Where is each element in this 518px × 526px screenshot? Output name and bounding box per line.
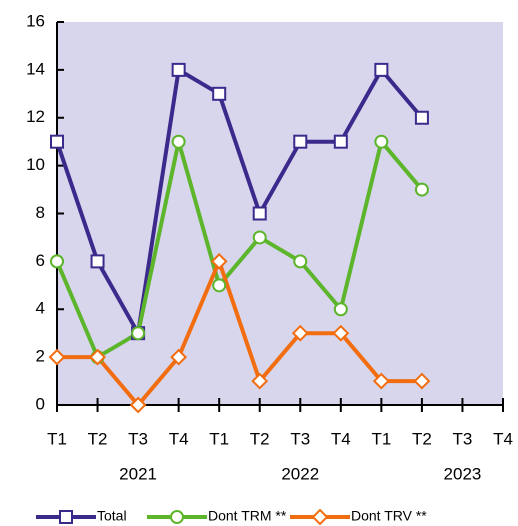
legend-label: Dont TRV ** — [351, 508, 427, 524]
x-tick-label: T3 — [453, 429, 473, 448]
y-tick-label: 0 — [36, 394, 45, 413]
y-tick-label: 4 — [36, 299, 45, 318]
marker — [252, 206, 267, 221]
x-tick-label: T3 — [128, 429, 148, 448]
marker — [291, 324, 309, 342]
legend-label: Dont TRM ** — [208, 508, 287, 524]
marker — [252, 230, 267, 245]
group-label: 2023 — [444, 464, 482, 483]
y-tick-label: 16 — [26, 11, 45, 30]
marker — [131, 326, 146, 341]
series-line — [57, 255, 422, 409]
marker — [171, 62, 186, 77]
x-tick-label: T3 — [290, 429, 310, 448]
x-tick-label: T2 — [88, 429, 108, 448]
marker — [89, 348, 106, 366]
marker — [212, 278, 227, 293]
y-tick-label: 12 — [26, 107, 45, 126]
x-tick-label: T2 — [250, 429, 270, 448]
marker — [413, 372, 431, 390]
x-tick-label: T4 — [493, 429, 513, 448]
marker — [90, 254, 105, 269]
marker — [293, 134, 308, 149]
marker — [414, 110, 429, 125]
x-tick-label: T2 — [412, 429, 432, 448]
y-tick-label: 14 — [26, 59, 45, 78]
marker — [59, 510, 73, 524]
marker — [170, 510, 184, 524]
marker — [48, 348, 66, 366]
x-tick-label: T1 — [47, 429, 67, 448]
group-label: 2021 — [119, 464, 157, 483]
x-tick-label: T1 — [209, 429, 229, 448]
marker — [210, 252, 228, 270]
series-line — [55, 66, 424, 340]
marker — [333, 302, 348, 317]
group-label: 2022 — [281, 464, 319, 483]
marker — [50, 134, 64, 149]
marker — [332, 324, 350, 342]
marker — [374, 134, 389, 149]
marker — [50, 254, 64, 269]
y-tick-label: 8 — [36, 203, 45, 222]
x-tick-label: T4 — [331, 429, 351, 448]
marker — [251, 372, 269, 390]
marker — [129, 396, 147, 414]
y-tick-label: 10 — [26, 155, 45, 174]
y-tick-label: 2 — [36, 347, 45, 366]
x-tick-label: T1 — [371, 429, 391, 448]
marker — [372, 372, 390, 390]
marker — [293, 254, 308, 269]
marker — [414, 182, 429, 197]
y-tick-label: 6 — [36, 251, 45, 270]
marker — [171, 134, 186, 149]
legend-label: Total — [97, 508, 127, 524]
plot-area — [57, 22, 503, 405]
series-line — [55, 137, 424, 361]
marker — [311, 508, 329, 526]
marker — [374, 62, 389, 77]
marker — [333, 134, 348, 149]
marker — [212, 86, 227, 101]
x-tick-label: T4 — [169, 429, 189, 448]
legend: Total Dont TRM ** Dont TRV ** — [36, 508, 427, 526]
marker — [170, 348, 188, 366]
